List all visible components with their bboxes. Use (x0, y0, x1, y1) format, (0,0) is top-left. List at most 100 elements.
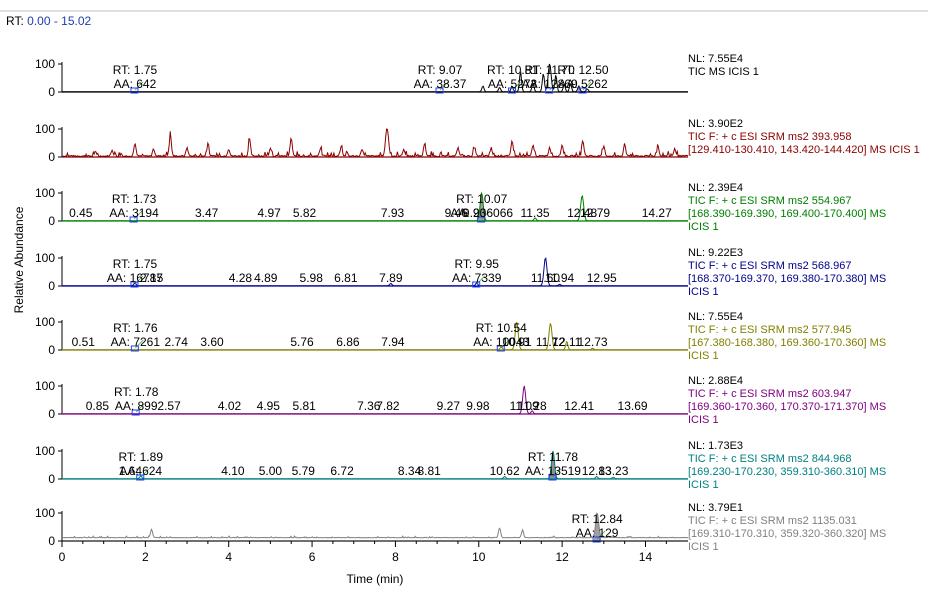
peak-label: RT: 9.95 AA: 7339 (452, 257, 502, 285)
trace-panel-5: 100 0 0.51 RT: 1.76 AA: 7261 2.74 3.60 5.76 6.86… (35, 311, 886, 362)
peak-label-line: RT: 12.50 (557, 63, 608, 77)
peak-label: 2.57 (157, 399, 181, 413)
peak-label-line: AA: 38.37 (414, 77, 467, 91)
peak-leader-line (549, 81, 558, 91)
peak-leader-line (476, 275, 485, 285)
scan-filter-description: ICIS 1 (688, 286, 719, 298)
x-tick-label: 12 (555, 550, 569, 564)
peak-leader-line (439, 81, 449, 91)
peak-label-line: 5.98 (300, 271, 324, 285)
peak-label-line: 7.94 (381, 335, 405, 349)
scan-filter-description: TIC F: + c ESI SRM ms2 844.968 (688, 453, 852, 465)
normalization-level: NL: 9.22E3 (688, 247, 743, 259)
y-tick-label-100: 100 (35, 251, 55, 265)
y-axis-title: Relative Abundance (12, 206, 26, 313)
scan-filter-description: TIC F: + c ESI SRM ms2 1135.031 (688, 515, 857, 527)
peak-label-line: 6.86 (336, 335, 360, 349)
peak-label-line: AA: 10043 (473, 335, 529, 349)
peak-marker (130, 87, 139, 94)
y-tick-label-100: 100 (35, 506, 55, 520)
peak-label-line: 4.95 (257, 399, 281, 413)
x-tick-label: 10 (472, 550, 486, 564)
peak-label: 11.35 (520, 206, 549, 220)
peak-label-line: 11.09 (510, 399, 539, 413)
scan-filter-description: [168.390-169.390, 169.400-170.400] MS (688, 208, 886, 220)
peak-label: 0.85 (86, 399, 110, 413)
peak-label: 11.09 (510, 399, 539, 413)
peak-label-line: 12.83 (582, 464, 612, 478)
trace-panels: 100 0 RT: 1.75 AA: 642 RT: 9.07 AA: 38.37 RT: … (35, 53, 920, 553)
peak-label: 4.28 (229, 271, 253, 285)
peak-label-line: 13.69 (618, 399, 648, 413)
peak-leader-line (512, 81, 521, 91)
scan-filter-description: ICIS 1 (688, 221, 719, 233)
peak-label-line: AA: 899 (115, 399, 158, 413)
peak-label-line: RT: 10.81 (487, 63, 538, 77)
peak-marker (545, 87, 554, 94)
peak-label: 11.60 (531, 271, 560, 285)
trace-panel-3: 100 0 0.45 RT: 1.73 AA: 3194 3.47 4.97 5.82 7.93… (35, 182, 886, 233)
y-tick-label-0: 0 (48, 407, 55, 421)
scan-filter-description: [169.230-170.230, 359.310-360.310] MS (688, 466, 886, 478)
peak-label-line: AA: 7261 (111, 335, 161, 349)
peak-label-line: 0.51 (72, 335, 96, 349)
peak-leader-line (135, 403, 145, 413)
x-tick-label: 6 (309, 550, 316, 564)
peak-marker (496, 345, 505, 352)
scan-filter-description: [129.410-130.410, 143.420-144.420] MS IC… (688, 144, 920, 156)
peak-label-line: RT: 9.07 (418, 63, 463, 77)
peak-label: RT: 11.70 AA: 12869 (522, 63, 578, 91)
scan-filter-description: [169.310-170.310, 359.320-360.320] MS (688, 528, 886, 540)
scan-filter-description: TIC F: + c ESI SRM ms2 554.967 (688, 195, 852, 207)
rt-prefix: RT: (6, 14, 24, 28)
peak-label-line: AA: 642 (114, 77, 157, 91)
peak-label-line: 10.91 (502, 335, 532, 349)
peak-leader-line (140, 468, 150, 478)
peak-label-line: 9.98 (466, 399, 490, 413)
peak-label-line: AA: 16787 (107, 271, 163, 285)
peak-label-line: 9.46 (445, 206, 469, 220)
peak-label-line: 8.34 (398, 464, 422, 478)
peak-label: 7.94 (381, 335, 405, 349)
peak-label: 13.23 (598, 464, 628, 478)
peak-label-line: 4.28 (229, 271, 253, 285)
x-tick-label: 0 (59, 550, 66, 564)
peak-label-line: AA: 129 (576, 526, 619, 540)
peak-label-line: 11.94 (545, 271, 574, 285)
peak-label-line: RT: 11.70 (524, 63, 575, 77)
y-tick-label-0: 0 (48, 472, 55, 486)
trace-line (61, 512, 689, 539)
peak-label: 5.00 (259, 464, 283, 478)
peak-label-line: 5.82 (293, 206, 317, 220)
peak-label: 4.02 (218, 399, 242, 413)
peak-label-line: RT: 1.78 (114, 385, 159, 399)
peak-label-line: 11.72 (536, 335, 565, 349)
peak-label-line: 7.36 (357, 399, 381, 413)
peak-marker (130, 345, 139, 352)
filled-peak-area (478, 193, 485, 221)
peak-leader-line (501, 339, 510, 349)
x-tick-label: 2 (142, 550, 149, 564)
peak-label: 5.79 (292, 464, 316, 478)
peak-leader-line (552, 468, 562, 478)
normalization-level: NL: 3.79E1 (688, 502, 743, 514)
rt-range-label: RT: 0.00 - 15.02 (6, 14, 92, 28)
peak-marker (592, 536, 601, 543)
peak-label: 4.89 (254, 271, 278, 285)
peak-label: 12.48 (567, 206, 597, 220)
y-tick-label-0: 0 (48, 279, 55, 293)
peak-label: RT: 10.07 AA: 236066 (450, 192, 513, 220)
peak-leader-line (596, 530, 606, 540)
peak-label: RT: 1.75 AA: 642 (113, 63, 158, 91)
peak-label: 12.79 (580, 206, 610, 220)
peak-label: 12.73 (578, 335, 608, 349)
peak-leader-line (135, 339, 144, 349)
peak-label: 4.97 (257, 206, 281, 220)
peak-marker (130, 281, 139, 288)
peak-label: 7.93 (381, 206, 405, 220)
peak-label: RT: 1.73 AA: 3194 (109, 192, 159, 220)
peak-label: 12.11 (552, 335, 581, 349)
peak-label-line: AA: 3194 (109, 206, 159, 220)
y-tick-label-0: 0 (48, 343, 55, 357)
